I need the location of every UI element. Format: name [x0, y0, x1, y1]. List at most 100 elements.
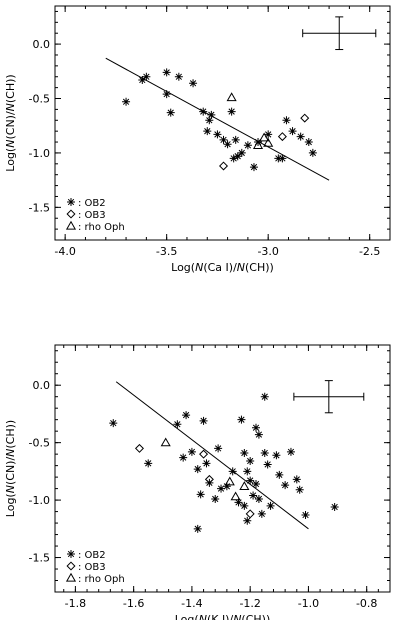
data-point-asterisk	[173, 420, 182, 429]
x-tick-label: -2.5	[359, 245, 380, 258]
data-point-asterisk	[223, 140, 232, 149]
data-point-asterisk	[182, 411, 191, 420]
data-point-asterisk	[240, 501, 249, 510]
data-point-asterisk	[187, 447, 196, 456]
y-axis-title: Log(N(CN)/N(CH))	[4, 74, 17, 171]
data-point-asterisk	[243, 467, 252, 476]
data-point-asterisk	[234, 498, 243, 507]
data-point-asterisk	[282, 116, 291, 125]
legend: : OB2: OB3: rho Oph	[65, 198, 125, 233]
chart-panel-1: -4.0 -3.5 -3.0 -2.5 0.0 -0.5 -1.0 -1.5 Log(N(Ca …	[4, 5, 391, 274]
data-point-asterisk	[142, 72, 151, 81]
data-point-asterisk	[286, 447, 295, 456]
data-point-asterisk	[166, 108, 175, 117]
data-point-asterisk	[243, 141, 252, 150]
x-tick-label: -3.0	[257, 245, 278, 258]
y-tick-label: -0.5	[29, 93, 50, 106]
legend-label: : OB2	[78, 198, 106, 209]
data-point-triangle	[252, 140, 264, 149]
data-point-asterisk	[292, 475, 301, 484]
data-point-asterisk	[193, 524, 202, 533]
data-point-diamond	[300, 113, 310, 123]
data-point-triangle	[263, 137, 274, 147]
data-point-asterisk	[217, 484, 226, 493]
data-point-asterisk	[228, 467, 237, 476]
y-tick-label: -1.0	[29, 494, 50, 507]
data-point-asterisk	[199, 107, 208, 116]
data-point-diamond	[277, 132, 287, 142]
data-point-asterisk	[199, 416, 208, 425]
data-point-asterisk	[301, 511, 310, 520]
data-point-asterisk	[252, 480, 260, 489]
data-point-asterisk	[162, 90, 171, 99]
x-tick-label: -1.6	[123, 597, 144, 610]
data-point-diamond	[134, 443, 144, 453]
data-point-diamond	[245, 509, 255, 519]
data-point-asterisk	[189, 79, 198, 88]
data-point-asterisk	[295, 485, 304, 494]
error-bar	[302, 16, 377, 51]
data-point-asterisk	[281, 481, 290, 490]
error-bar	[293, 380, 365, 414]
data-point-triangle	[230, 491, 241, 501]
data-point-asterisk	[138, 76, 147, 85]
data-point-asterisk	[246, 476, 255, 485]
data-point-triangle	[226, 92, 237, 102]
series-triangle	[160, 437, 250, 501]
data-point-asterisk	[203, 127, 212, 136]
legend-label: : OB3	[78, 210, 106, 221]
y-tick-label: -1.0	[29, 147, 50, 160]
legend-label: : OB2	[78, 550, 106, 561]
data-point-asterisk	[122, 97, 131, 106]
x-tick-label: -1.2	[239, 597, 260, 610]
data-point-diamond	[199, 449, 209, 459]
legend-marker-diamond	[66, 209, 76, 219]
data-point-triangle	[224, 476, 235, 486]
data-point-asterisk	[219, 135, 228, 144]
series-diamond	[134, 443, 255, 519]
plot-frame	[54, 344, 391, 593]
legend-label: : rho Oph	[78, 222, 125, 233]
x-tick-label: -0.8	[356, 597, 377, 610]
data-point-asterisk	[211, 494, 220, 503]
data-point-asterisk	[264, 130, 273, 139]
x-axis-title: Log(N(K I)/N(CH))	[175, 613, 271, 620]
legend-marker-triangle	[65, 572, 77, 582]
data-point-asterisk	[272, 451, 281, 460]
chart-panel-2: -1.8 -1.6 -1.4 -1.2 -1.0 -0.8 0.0 -0.5 -1.0 -1.5 L…	[4, 344, 391, 620]
x-tick-label: -1.8	[65, 597, 86, 610]
data-point-asterisk	[254, 430, 263, 439]
data-point-asterisk	[229, 154, 238, 163]
data-point-asterisk	[257, 509, 266, 518]
legend-label: : rho Oph	[78, 574, 125, 585]
x-tick-label: -1.4	[181, 597, 202, 610]
series-asterisk	[122, 68, 317, 172]
data-point-asterisk	[202, 459, 211, 468]
data-point-asterisk	[233, 152, 242, 161]
data-point-asterisk	[260, 448, 269, 457]
series-diamond	[219, 113, 310, 171]
data-point-asterisk	[109, 419, 118, 428]
legend-marker-asterisk	[67, 198, 75, 206]
series-asterisk	[109, 392, 339, 533]
plot-frame	[54, 5, 391, 241]
data-point-asterisk	[179, 453, 188, 462]
x-axis-title: Log(N(Ca I)/N(CH))	[171, 261, 274, 274]
data-point-asterisk	[278, 154, 287, 163]
data-point-triangle	[259, 132, 270, 142]
data-point-asterisk	[249, 491, 258, 500]
legend-marker-diamond	[66, 561, 76, 571]
data-point-asterisk	[193, 465, 202, 474]
data-point-asterisk	[252, 423, 260, 432]
data-point-asterisk	[237, 148, 246, 157]
data-point-asterisk	[246, 457, 255, 466]
data-point-asterisk	[288, 127, 297, 136]
data-point-asterisk	[266, 501, 275, 510]
data-point-asterisk	[227, 107, 236, 116]
y-tick-label: 0.0	[33, 379, 51, 392]
y-tick-label: -1.5	[29, 552, 50, 565]
data-point-asterisk	[260, 392, 269, 401]
data-point-asterisk	[144, 459, 153, 468]
legend-marker-asterisk	[67, 550, 75, 558]
data-point-asterisk	[263, 460, 272, 469]
